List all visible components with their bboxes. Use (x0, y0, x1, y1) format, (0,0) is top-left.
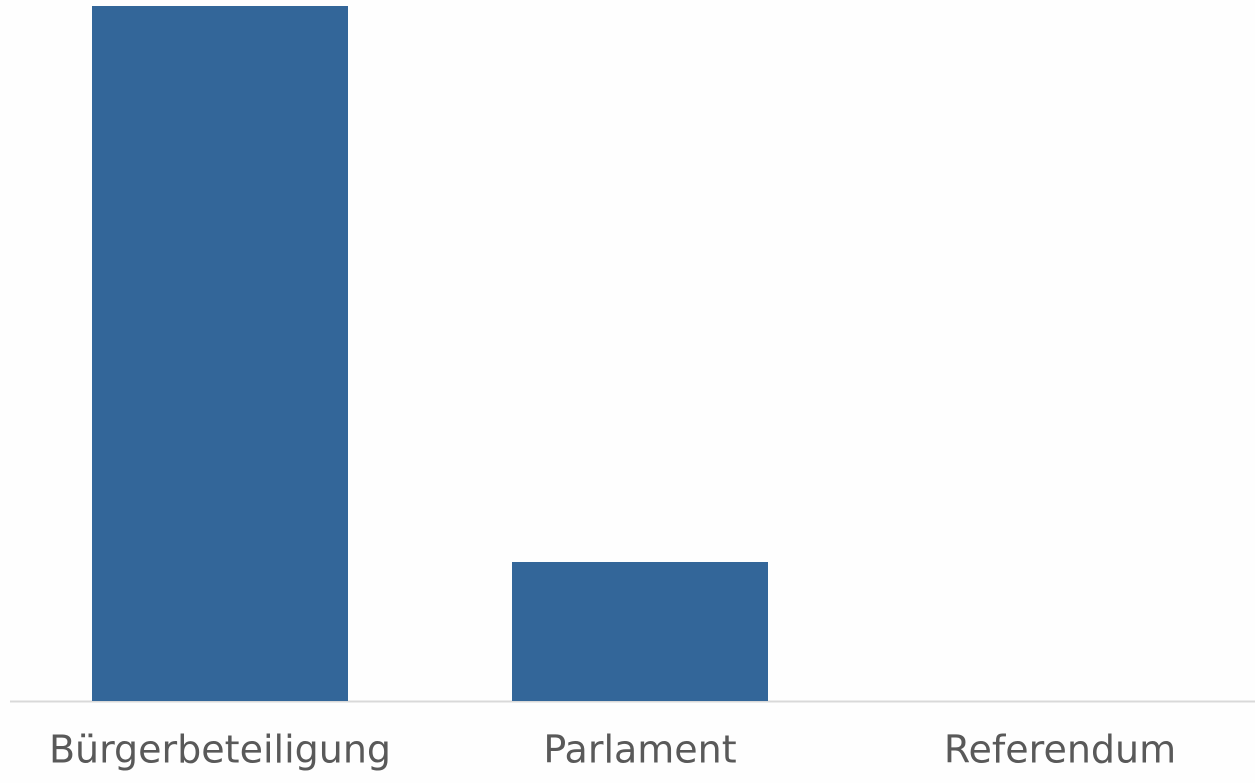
bar (512, 562, 768, 701)
x-tick-label: Bürgerbeteiligung (49, 728, 391, 772)
x-tick-label: Parlament (543, 728, 736, 772)
x-tick-label: Referendum (944, 728, 1176, 772)
bar (92, 6, 348, 701)
